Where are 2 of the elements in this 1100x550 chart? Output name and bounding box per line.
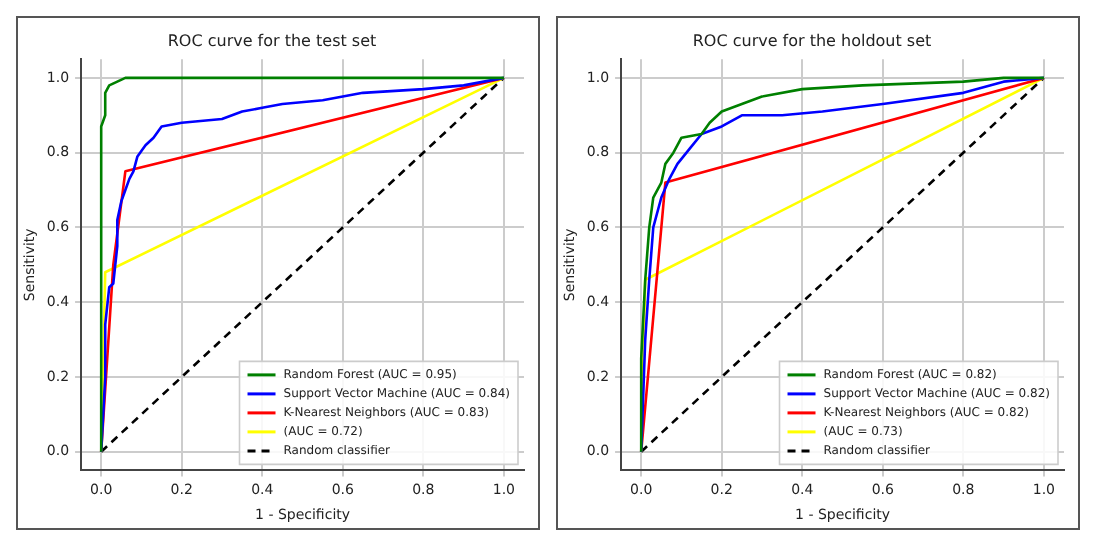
chart-title: ROC curve for the holdout set <box>692 31 932 50</box>
chart-title: ROC curve for the test set <box>167 31 377 50</box>
